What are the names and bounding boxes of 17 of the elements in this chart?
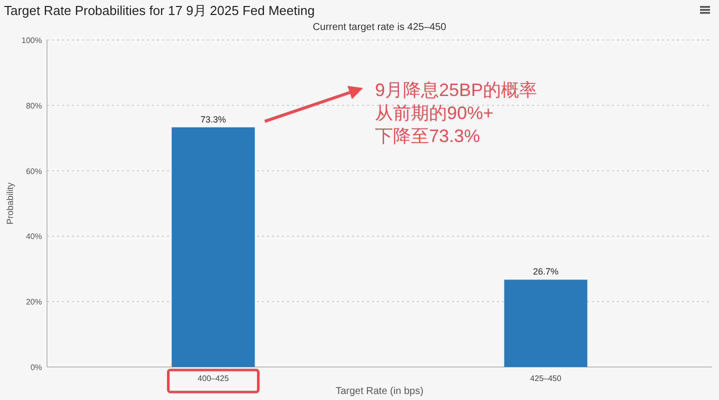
y-tick-label: 80% bbox=[26, 101, 42, 110]
data-label: 73.3% bbox=[200, 114, 226, 124]
y-tick-label: 0% bbox=[30, 363, 42, 372]
x-tick-label: 400–425 bbox=[198, 374, 230, 383]
chart-subtitle: Current target rate is 425–450 bbox=[312, 22, 447, 33]
x-axis-title: Target Rate (in bps) bbox=[336, 386, 424, 397]
annotation: 9月降息25BP的概率 bbox=[375, 80, 538, 100]
y-tick-label: 60% bbox=[26, 166, 42, 176]
y-tick-label: 20% bbox=[26, 298, 42, 307]
data-label: 26.7% bbox=[532, 266, 559, 277]
annotation: 从前期的90%+ bbox=[375, 103, 494, 123]
y-axis-title: Probability bbox=[5, 182, 15, 225]
y-tick-label: 40% bbox=[26, 232, 42, 242]
x-tick-label: 425–450 bbox=[530, 374, 562, 383]
annotation: 下降至73.3% bbox=[375, 126, 480, 146]
y-tick-label: 100% bbox=[22, 36, 42, 45]
chart-title: Target Rate Probabilities for 17 9月 2025 Fed Meeting bbox=[4, 3, 315, 18]
